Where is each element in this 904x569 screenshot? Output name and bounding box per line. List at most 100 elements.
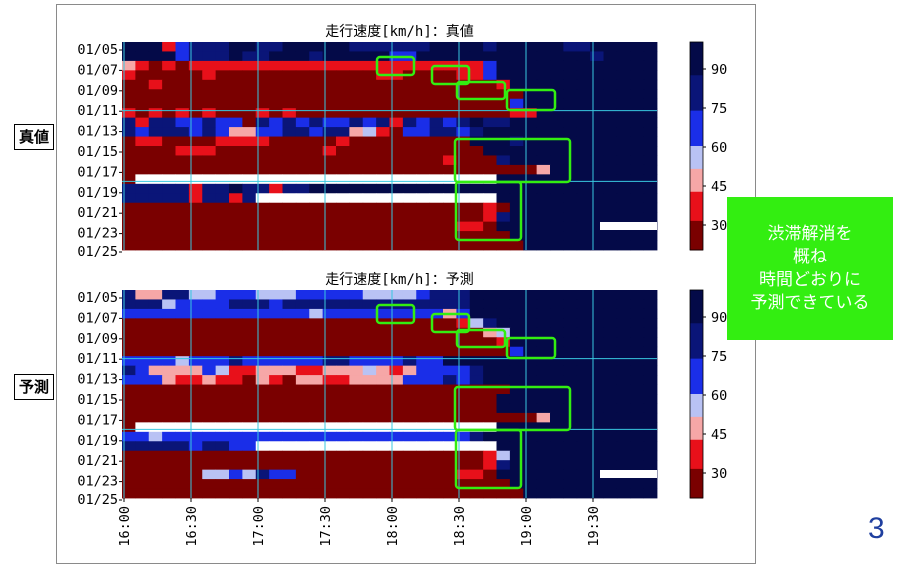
heatmap-cell — [175, 183, 190, 194]
heatmap-cell — [416, 431, 431, 442]
heatmap-cell — [416, 89, 431, 100]
heatmap-cell — [322, 146, 337, 156]
heatmap-cell — [402, 231, 417, 241]
heatmap-cell — [135, 365, 150, 376]
heatmap-cell — [255, 346, 270, 357]
heatmap-cell — [483, 98, 497, 109]
heatmap-cell — [576, 441, 591, 452]
heatmap-cell — [255, 183, 270, 194]
heatmap-cell — [362, 51, 377, 62]
chart-title: 走行速度[km/h]：真値 — [325, 24, 474, 40]
heatmap-cell — [255, 412, 270, 423]
heatmap-cell — [322, 290, 337, 300]
heatmap-cell — [229, 412, 243, 423]
heatmap-cell — [322, 365, 337, 376]
heatmap-cell — [536, 403, 551, 414]
heatmap-cell — [242, 136, 257, 147]
heatmap-cell — [295, 450, 310, 461]
heatmap-cell — [349, 450, 364, 461]
heatmap-cell — [362, 202, 377, 213]
heatmap-cell — [509, 394, 524, 404]
heatmap-cell — [429, 450, 444, 461]
heatmap-cell — [255, 240, 270, 251]
heatmap-cell — [563, 441, 578, 452]
heatmap-cell — [603, 136, 618, 147]
heatmap-cell — [429, 42, 444, 52]
note-line: 時間どおりに — [759, 269, 861, 290]
heatmap-cell — [255, 212, 270, 223]
heatmap-cell — [175, 346, 190, 357]
heatmap-cell — [402, 183, 417, 194]
heatmap-cell — [202, 79, 217, 90]
heatmap-cell — [389, 164, 404, 175]
heatmap-cell — [148, 403, 163, 414]
heatmap-cell — [349, 356, 364, 367]
heatmap-cell — [496, 488, 511, 499]
heatmap-cell — [496, 117, 511, 128]
heatmap-cell — [162, 202, 176, 213]
heatmap-cell — [509, 183, 524, 194]
heatmap-cell — [215, 365, 230, 376]
heatmap-cell — [536, 51, 551, 62]
heatmap-cell — [590, 346, 604, 357]
heatmap-cell — [469, 146, 484, 156]
heatmap-cell — [215, 337, 230, 348]
heatmap-cell — [469, 117, 484, 128]
heatmap-cell — [242, 42, 257, 52]
heatmap-cell — [135, 422, 150, 433]
heatmap-cell — [362, 403, 377, 414]
heatmap-cell — [603, 384, 618, 395]
heatmap-cell — [322, 193, 337, 204]
heatmap-cell — [456, 42, 471, 52]
heatmap-cell — [242, 488, 257, 499]
heatmap-cell — [443, 70, 457, 81]
heatmap-cell — [336, 174, 350, 185]
heatmap-cell — [282, 375, 297, 385]
heatmap-cell — [122, 136, 136, 147]
heatmap-cell — [469, 488, 484, 499]
heatmap-cell — [162, 308, 176, 319]
heatmap-cell — [376, 231, 390, 241]
y-tick-label: 01/25 — [77, 244, 118, 260]
heatmap-cell — [496, 337, 511, 348]
heatmap-cell — [509, 212, 524, 223]
heatmap-cell — [242, 51, 257, 62]
heatmap-cell — [242, 231, 257, 241]
heatmap-cell — [616, 337, 631, 348]
heatmap-cell — [616, 346, 631, 357]
heatmap-cell — [523, 108, 538, 119]
heatmap-cell — [295, 155, 310, 166]
heatmap-cell — [336, 164, 350, 175]
heatmap-cell — [282, 299, 297, 310]
heatmap-cell — [122, 127, 136, 137]
note-line: 予測できている — [750, 292, 870, 313]
heatmap-cell — [242, 202, 257, 213]
heatmap-cell — [148, 155, 163, 166]
heatmap-cell — [362, 240, 377, 251]
heatmap-cell — [630, 422, 645, 433]
heatmap-cell — [456, 51, 471, 62]
heatmap-cell — [416, 365, 431, 376]
heatmap-cell — [576, 98, 591, 109]
heatmap-cell — [309, 384, 324, 395]
heatmap-cell — [469, 384, 484, 395]
heatmap-cell — [389, 375, 404, 385]
heatmap-cell — [349, 394, 364, 404]
heatmap-cell — [229, 193, 243, 204]
heatmap-cell — [282, 108, 297, 119]
heatmap-cell — [643, 384, 658, 395]
heatmap-cell — [402, 337, 417, 348]
heatmap-cell — [336, 394, 350, 404]
heatmap-cell — [175, 441, 190, 452]
heatmap-cell — [148, 70, 163, 81]
heatmap-cell — [630, 193, 645, 204]
heatmap-cell — [483, 60, 497, 71]
heatmap-cell — [402, 479, 417, 489]
heatmap-cell — [509, 450, 524, 461]
heatmap-cell — [282, 51, 297, 62]
heatmap-cell — [362, 299, 377, 310]
heatmap-cell — [269, 146, 283, 156]
heatmap-cell — [122, 221, 136, 232]
heatmap-cell — [550, 469, 564, 480]
heatmap-cell — [376, 431, 390, 442]
